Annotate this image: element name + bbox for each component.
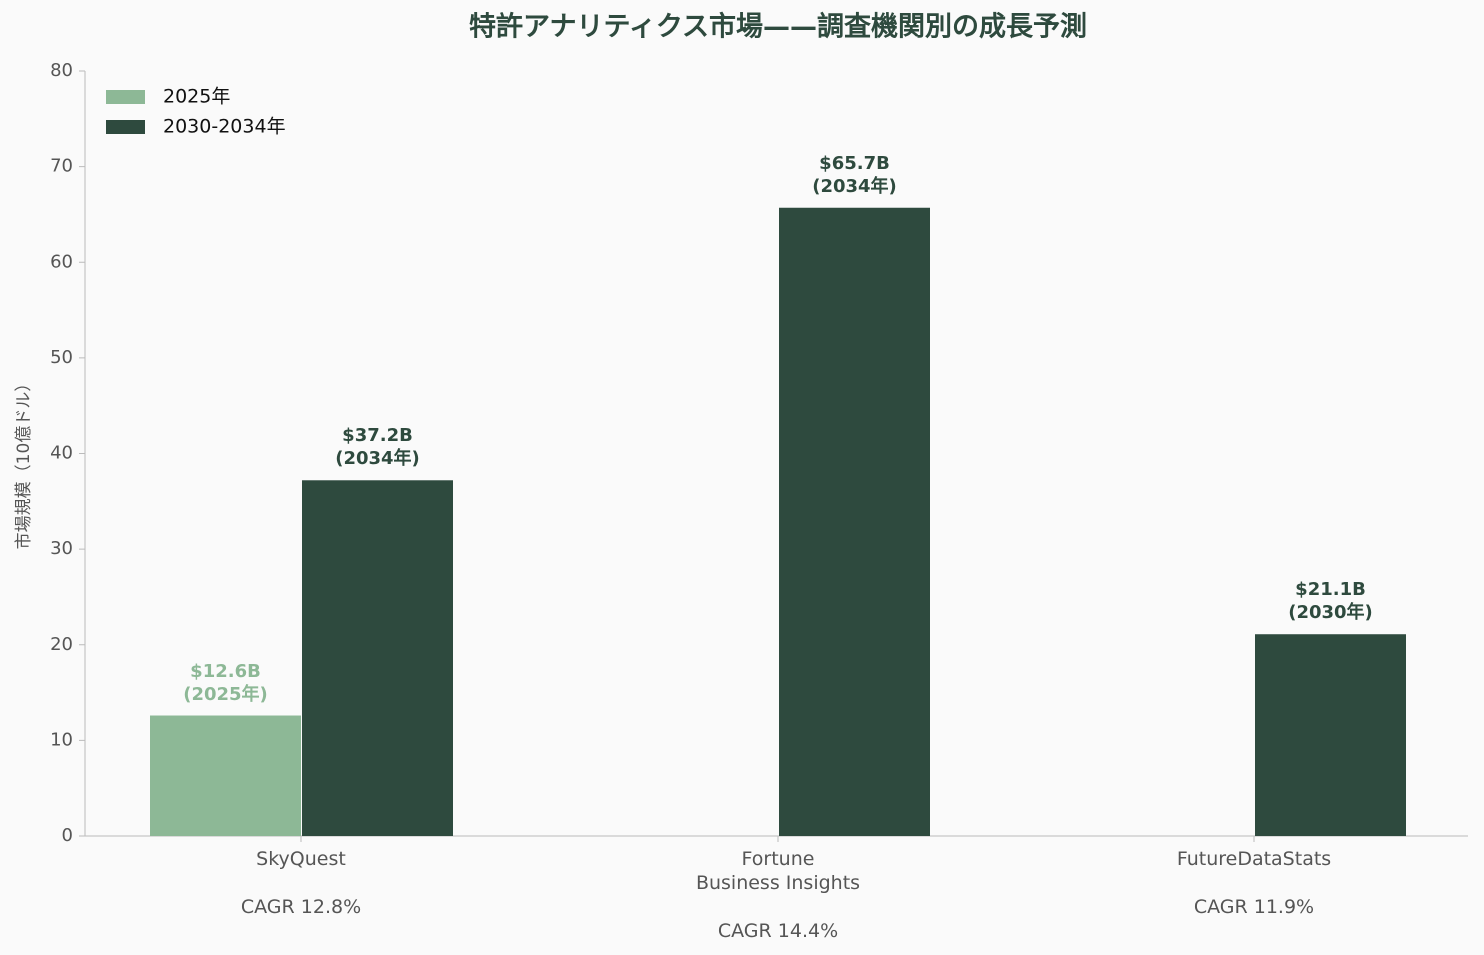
- value-label: $12.6B (2025年): [183, 660, 268, 705]
- y-tick-label: 40: [50, 443, 73, 464]
- y-tick-label: 0: [62, 825, 73, 846]
- chart-title: 特許アナリティクス市場——調査機関別の成長予測: [469, 11, 1087, 43]
- legend-label: 2030-2034年: [163, 116, 286, 138]
- y-tick-label: 50: [50, 347, 73, 368]
- y-tick-label: 80: [50, 60, 73, 81]
- value-label: $37.2B (2034年): [335, 425, 420, 470]
- y-tick-label: 10: [50, 729, 73, 750]
- y-tick-label: 70: [50, 156, 73, 177]
- value-label: $65.7B (2034年): [812, 152, 897, 197]
- x-tick-label: SkyQuest CAGR 12.8%: [240, 848, 362, 918]
- bar: [150, 715, 301, 836]
- value-label: $21.1B (2030年): [1288, 579, 1373, 624]
- x-tick-label: Fortune Business Insights CAGR 14.4%: [695, 848, 861, 942]
- legend-swatch: [106, 90, 145, 104]
- x-tick-label: FutureDataStats CAGR 11.9%: [1176, 848, 1332, 918]
- bar: [779, 207, 930, 836]
- bar: [302, 480, 453, 836]
- y-tick-label: 20: [50, 634, 73, 655]
- legend-swatch: [106, 120, 145, 134]
- y-tick-label: 30: [50, 538, 73, 559]
- legend-label: 2025年: [163, 86, 230, 108]
- y-axis-label: 市場規模（10億ドル）: [14, 375, 34, 550]
- bar: [1255, 634, 1406, 836]
- y-tick-label: 60: [50, 251, 73, 272]
